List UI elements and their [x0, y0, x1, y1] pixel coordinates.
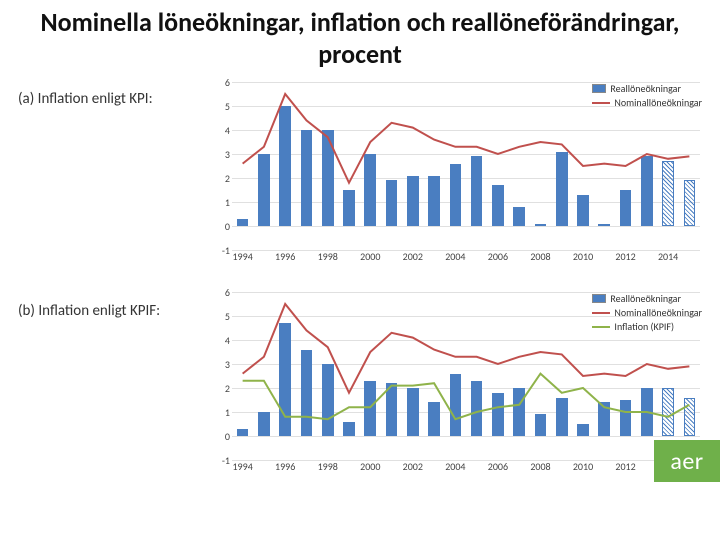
y-tick-label: 3 — [210, 148, 230, 161]
legend: ReallöneökningarNominallöneökningarInfla… — [592, 292, 702, 334]
legend-label: Nominallöneökningar — [614, 96, 702, 109]
y-tick-label: 6 — [210, 286, 230, 299]
x-tick-label: 1994 — [232, 460, 252, 473]
x-tick-label: 2010 — [573, 460, 593, 473]
legend-item: Nominallöneökningar — [592, 96, 702, 109]
y-tick-label: 4 — [210, 334, 230, 347]
subtitle-b: (b) Inflation enligt KPIF: — [18, 302, 160, 320]
x-tick-label: 1998 — [318, 460, 338, 473]
legend-item: Reallöneökningar — [592, 292, 702, 305]
legend-label: Inflation (KPIF) — [614, 320, 674, 333]
x-tick-label: 2004 — [445, 250, 465, 263]
x-tick-label: 2008 — [530, 460, 550, 473]
y-tick-label: 5 — [210, 310, 230, 323]
legend-line — [592, 312, 610, 314]
x-tick-label: 2000 — [360, 250, 380, 263]
x-tick-label: 2002 — [403, 460, 423, 473]
x-tick-label: 2006 — [488, 250, 508, 263]
x-tick-label: 2010 — [573, 250, 593, 263]
x-tick-label: 2008 — [530, 250, 550, 263]
y-tick-label: 0 — [210, 430, 230, 443]
x-axis: 1994 1996 1998 2000 2002 2004 2006 2008 2010 2012… — [232, 460, 700, 474]
x-tick-label: 1994 — [232, 250, 252, 263]
x-tick-label: 2012 — [615, 460, 635, 473]
legend: ReallöneökningarNominallöneökningar — [592, 82, 702, 110]
x-tick-label: 2006 — [488, 460, 508, 473]
legend-item: Inflation (KPIF) — [592, 320, 702, 333]
legend-label: Reallöneökningar — [610, 82, 681, 95]
legend-label: Reallöneökningar — [610, 292, 681, 305]
chart-a: -1 0 1 2 3 4 5 6 1994 1996 1998 2000 2002 2004 2006 200… — [208, 78, 708, 268]
page-title: Nominella löneökningar, inflation och re… — [0, 0, 720, 72]
y-tick-label: 1 — [210, 196, 230, 209]
x-tick-label: 2004 — [445, 460, 465, 473]
x-tick-label: 2000 — [360, 460, 380, 473]
y-tick-label: 5 — [210, 100, 230, 113]
y-tick-label: -1 — [210, 244, 230, 257]
legend-line — [592, 102, 610, 104]
y-tick-label: 1 — [210, 406, 230, 419]
x-axis: 1994 1996 1998 2000 2002 2004 2006 2008 2010 2012… — [232, 250, 700, 264]
legend-swatch — [592, 294, 606, 303]
x-tick-label: 2002 — [403, 250, 423, 263]
y-tick-label: 2 — [210, 172, 230, 185]
y-tick-label: 2 — [210, 382, 230, 395]
y-tick-label: 0 — [210, 220, 230, 233]
y-tick-label: -1 — [210, 454, 230, 467]
x-tick-label: 1998 — [318, 250, 338, 263]
legend-item: Nominallöneökningar — [592, 306, 702, 319]
legend-item: Reallöneökningar — [592, 82, 702, 95]
x-tick-label: 1996 — [275, 250, 295, 263]
y-tick-label: 3 — [210, 358, 230, 371]
y-tick-label: 4 — [210, 124, 230, 137]
chart-b: -1 0 1 2 3 4 5 6 1994 1996 1998 2000 2002 2004 2006 200… — [208, 288, 708, 478]
y-tick-label: 6 — [210, 76, 230, 89]
x-tick-label: 2014 — [658, 250, 678, 263]
legend-line — [592, 326, 610, 328]
legend-swatch — [592, 84, 606, 93]
subtitle-a: (a) Inflation enligt KPI: — [18, 90, 153, 108]
legend-label: Nominallöneökningar — [614, 306, 702, 319]
brand-badge: aer — [654, 440, 720, 482]
x-tick-label: 2012 — [615, 250, 635, 263]
x-tick-label: 1996 — [275, 460, 295, 473]
